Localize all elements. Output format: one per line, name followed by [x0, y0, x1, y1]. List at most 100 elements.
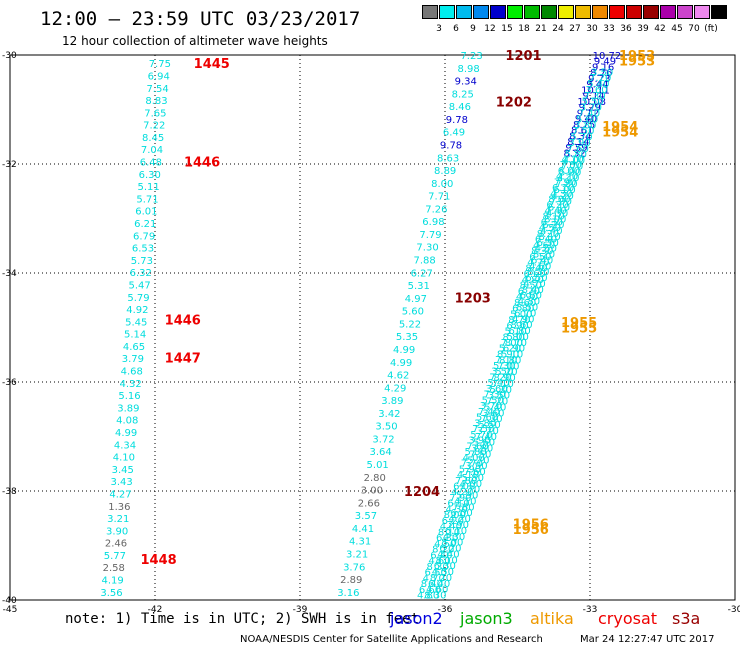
pass-time-label: 1954 — [602, 125, 638, 140]
wave-height-value: 5.30 — [493, 361, 515, 372]
map-frame — [9, 54, 736, 601]
wave-height-value: 10.08 — [577, 97, 606, 108]
scale-swatch — [694, 5, 710, 19]
wave-height-value: 7.54 — [146, 84, 168, 95]
wave-height-value: 6.10 — [548, 203, 570, 214]
scale-swatch — [626, 5, 642, 19]
wave-height-value: 6.90 — [506, 321, 528, 332]
wave-height-value: 4.10 — [113, 453, 135, 464]
wave-height-value: 8.20 — [533, 250, 555, 261]
wave-height-value: 6.21 — [134, 219, 156, 230]
scale-label: 9 — [470, 24, 476, 34]
legend-jason2: jason2 — [390, 609, 443, 628]
scale-swatch — [643, 5, 659, 19]
wave-height-value: 7.30 — [484, 390, 506, 401]
wave-height-value: 6.80 — [509, 326, 531, 337]
longitude-tick-label: -33 — [583, 605, 598, 615]
wave-height-value: 5.20 — [499, 344, 521, 355]
wave-height-value: 3.50 — [375, 422, 397, 433]
wave-height-value: 4.50 — [539, 223, 561, 234]
wave-height-value: 4.10 — [557, 173, 579, 184]
scale-swatch — [575, 5, 591, 19]
wave-height-value: 5.22 — [399, 319, 421, 330]
wave-height-value: 6.30 — [139, 170, 161, 181]
wave-height-value: 6.32 — [130, 268, 152, 279]
wave-height-value: 10.11 — [581, 85, 610, 96]
wave-height-value: 4.60 — [529, 261, 551, 272]
pass-time-label: 1447 — [165, 351, 201, 366]
wave-height-value: 4.92 — [126, 305, 148, 316]
wave-height-value: 5.60 — [473, 438, 495, 449]
wave-height-value: 7.40 — [475, 432, 497, 443]
scale-swatch — [422, 5, 438, 19]
wave-height-value: 8.50 — [520, 281, 542, 292]
wave-height-value: 6.40 — [535, 235, 557, 246]
wave-height-value: 7.26 — [425, 204, 447, 215]
wave-height-value: 8.34 — [569, 131, 591, 142]
wave-height-value: 3.90 — [568, 138, 590, 149]
wave-height-value: 3.57 — [355, 511, 377, 522]
wave-height-value: 6.30 — [537, 238, 559, 249]
wave-height-value: 8.80 — [499, 355, 521, 366]
wave-height-value: 7.50 — [572, 126, 594, 137]
wave-height-value: 8.60 — [510, 320, 532, 331]
wave-height-value: 4.50 — [434, 539, 456, 550]
scale-label: 42 — [654, 24, 666, 34]
legend-jason3: jason3 — [460, 609, 513, 628]
wave-height-value: 4.10 — [562, 154, 584, 165]
wave-height-value: 4.32 — [119, 379, 141, 390]
wave-height-value: 5.35 — [396, 332, 418, 343]
wave-height-value: 4.19 — [101, 576, 123, 587]
wave-height-value: 4.10 — [454, 496, 476, 507]
scale-swatch — [660, 5, 676, 19]
wave-height-value: 6.94 — [148, 71, 170, 82]
wave-height-value: 4.97 — [405, 294, 427, 305]
scale-label: 3 — [436, 24, 442, 34]
wave-height-value: 5.80 — [565, 150, 587, 161]
wave-height-value: 3.60 — [585, 85, 607, 96]
wave-height-value: 5.10 — [501, 350, 523, 361]
wave-height-value: 8.30 — [531, 246, 553, 257]
wave-height-value: 8.30 — [424, 591, 446, 602]
wave-height-value: 7.75 — [149, 59, 171, 70]
wave-height-value: 2.66 — [358, 498, 380, 509]
wave-height-value: 4.70 — [423, 573, 445, 584]
wave-height-value: 4.30 — [546, 208, 568, 219]
wave-height-value: 8.20 — [537, 229, 559, 240]
wave-height-value: 8.76 — [590, 68, 612, 79]
scale-label: 6 — [453, 24, 459, 34]
scale-swatch — [439, 5, 455, 19]
wave-height-value: 5.60 — [576, 114, 598, 125]
scale-label: 39 — [637, 24, 649, 34]
wave-height-value: 8.40 — [522, 285, 544, 296]
wave-height-value: 2.80 — [364, 473, 386, 484]
wave-height-value: 6.60 — [419, 585, 441, 596]
wave-height-value: 6.30 — [541, 217, 563, 228]
wave-height-value: 4.29 — [384, 383, 406, 394]
wave-height-value: 4.40 — [544, 206, 566, 217]
wave-height-value: 8.46 — [449, 102, 471, 113]
wave-height-value: 9.78 — [440, 140, 462, 151]
wave-height-value: 6.20 — [442, 516, 464, 527]
wave-height-value: 4.20 — [449, 514, 471, 525]
wave-height-value: 8.10 — [435, 555, 457, 566]
wave-height-value: 4.90 — [516, 292, 538, 303]
wave-height-value: 4.80 — [518, 297, 540, 308]
scale-swatch — [490, 5, 506, 19]
wave-height-value: 4.20 — [451, 487, 473, 498]
wave-height-value: 4.00 — [463, 453, 485, 464]
wave-height-value: 7.00 — [497, 361, 519, 372]
wave-height-value: 4.31 — [349, 537, 371, 548]
wave-height-value: 6.27 — [411, 268, 433, 279]
wave-height-value: 8.63 — [437, 153, 459, 164]
wave-height-value: 7.60 — [466, 441, 488, 452]
wave-height-value: 7.20 — [589, 73, 611, 84]
wave-height-value: 9.59 — [565, 143, 587, 154]
wave-height-value: 4.99 — [393, 345, 415, 356]
wave-height-value: 8.40 — [421, 579, 443, 590]
wave-height-value: 3.90 — [465, 461, 487, 472]
wave-height-value: 8.20 — [432, 545, 454, 556]
wave-height-value: 8.00 — [431, 179, 453, 190]
scale-swatch — [541, 5, 557, 19]
wave-height-value: 4.62 — [387, 371, 409, 382]
